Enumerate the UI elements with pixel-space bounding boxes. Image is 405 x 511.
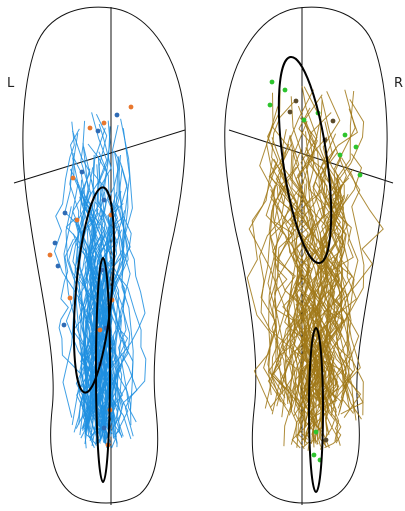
trace-point xyxy=(55,263,61,269)
trace-point xyxy=(293,98,299,104)
trace-point xyxy=(74,217,80,223)
trace-line xyxy=(283,301,300,447)
trace-line xyxy=(291,346,333,449)
trace-point xyxy=(287,109,293,115)
trace-line xyxy=(299,117,344,388)
trace-point xyxy=(62,210,68,216)
trace-point xyxy=(313,429,319,435)
trace-point xyxy=(95,128,101,134)
right-foot-points xyxy=(267,79,363,463)
trace-point xyxy=(267,102,273,108)
trace-line xyxy=(115,128,131,407)
trace-point xyxy=(97,327,103,333)
trace-point xyxy=(311,452,317,458)
trace-line xyxy=(103,263,113,442)
trace-line xyxy=(264,143,300,409)
trace-line xyxy=(304,334,342,444)
trace-point xyxy=(101,120,107,126)
trace-line xyxy=(72,218,99,439)
trace-line xyxy=(323,264,333,435)
trace-point xyxy=(342,132,348,138)
trace-point xyxy=(47,252,53,258)
trace-line xyxy=(71,157,93,426)
right-large-ellipse xyxy=(277,55,333,265)
right-foot-label: R xyxy=(394,76,404,91)
trace-line xyxy=(324,351,344,449)
trace-line xyxy=(289,310,299,445)
trace-line xyxy=(305,158,354,420)
left-large-ellipse xyxy=(72,186,116,394)
trace-line xyxy=(69,133,92,407)
right-foot-outline xyxy=(224,6,388,504)
trace-line xyxy=(99,301,113,439)
trace-line xyxy=(295,297,317,450)
left-diagonal-axis xyxy=(13,129,186,184)
trace-line xyxy=(93,320,109,447)
trace-line xyxy=(306,307,327,448)
trace-point xyxy=(61,322,67,328)
left-foot-label: L xyxy=(7,76,15,91)
right-small-ellipse xyxy=(308,327,324,493)
trace-line xyxy=(316,260,344,445)
left-foot-traces xyxy=(53,112,147,451)
trace-point xyxy=(87,125,93,131)
trace-point xyxy=(323,437,329,443)
trace-line xyxy=(319,301,339,450)
trace-line xyxy=(266,106,292,407)
trace-point xyxy=(79,169,85,175)
trace-point xyxy=(269,79,275,85)
trace-point xyxy=(282,87,288,93)
trace-line xyxy=(94,312,106,444)
trace-point xyxy=(353,144,359,150)
trace-line xyxy=(319,347,341,446)
trace-line xyxy=(290,154,343,411)
trace-point xyxy=(101,197,107,203)
trace-line xyxy=(275,164,339,415)
trace-line xyxy=(330,194,351,412)
trace-point xyxy=(301,117,307,123)
trace-line xyxy=(293,327,307,437)
trace-point xyxy=(357,172,363,178)
trace-line xyxy=(335,193,355,413)
left-small-ellipse xyxy=(95,257,111,483)
left-foot-outline xyxy=(22,6,186,504)
trace-line xyxy=(294,303,315,448)
trace-point xyxy=(330,118,336,124)
trace-point xyxy=(337,152,343,158)
trace-line xyxy=(312,133,362,418)
trace-line xyxy=(101,319,122,448)
trace-line xyxy=(63,182,96,410)
trace-point xyxy=(70,175,76,181)
trace-line xyxy=(104,291,113,426)
trace-line xyxy=(286,327,308,440)
trace-line xyxy=(253,185,283,412)
trace-point xyxy=(128,104,134,110)
trace-line xyxy=(120,118,134,410)
trace-line xyxy=(96,164,147,437)
trace-point xyxy=(52,240,58,246)
right-foot-traces xyxy=(246,86,384,451)
trace-line xyxy=(290,96,351,402)
trace-point xyxy=(67,295,73,301)
trace-point xyxy=(101,425,107,431)
trace-line xyxy=(82,146,96,419)
trace-line xyxy=(108,219,132,426)
trace-line xyxy=(246,159,281,403)
trace-point xyxy=(114,112,120,118)
trace-line xyxy=(258,129,326,406)
